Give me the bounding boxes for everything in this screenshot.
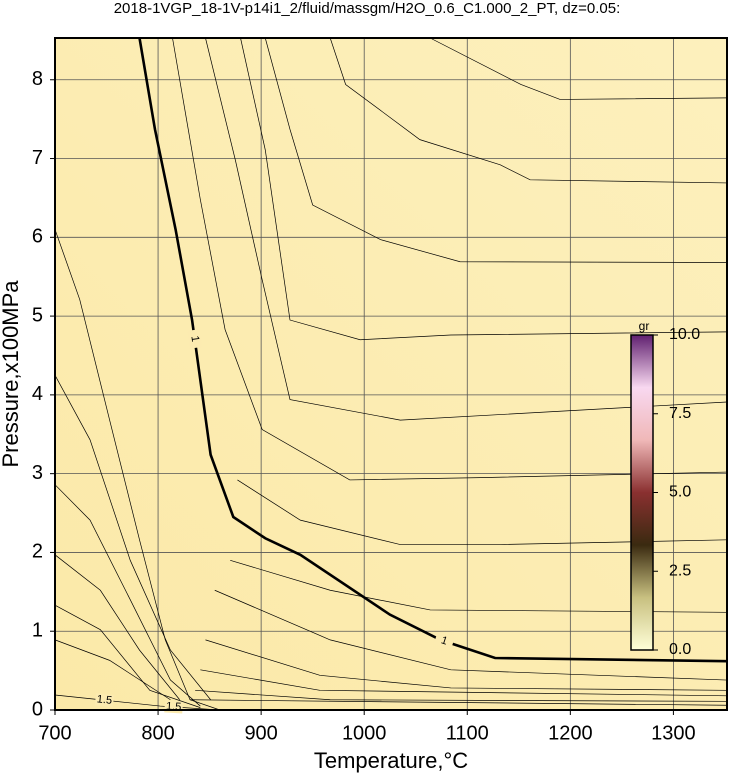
y-tick-label: 8 (32, 68, 43, 90)
contour-line (195, 689, 728, 702)
contour-line (430, 37, 728, 100)
y-tick-label: 7 (32, 147, 43, 169)
contour-line (54, 554, 180, 700)
contour-line (237, 479, 728, 545)
y-tick-label: 5 (32, 304, 43, 326)
contour-label-bg (94, 693, 114, 708)
x-tick-label: 1100 (446, 722, 489, 744)
plot-frame (54, 37, 728, 711)
contour-label: 1.5 (96, 693, 112, 707)
y-tick-label: 1 (32, 620, 43, 642)
colorbar-tick-label: 5.0 (669, 484, 691, 501)
contour-label-group: 1 (433, 632, 455, 650)
y-tick-label: 6 (32, 226, 43, 248)
x-tick-label: 1200 (548, 722, 593, 744)
contour-label-group: 1 (187, 329, 202, 349)
colorbar-tick-label: 10.0 (669, 326, 700, 343)
contour-label: 1 (439, 634, 449, 647)
colorbar-tick-label: 0.0 (669, 641, 691, 658)
contour-line (200, 669, 728, 697)
contour-label: 1 (188, 335, 201, 343)
contour-label-group: 1.5 (94, 693, 114, 708)
y-tick-label: 4 (32, 383, 43, 405)
contour-line (264, 37, 728, 263)
y-tick-label: 0 (32, 698, 43, 720)
contour-line (205, 639, 728, 691)
x-tick-label: 800 (141, 722, 174, 744)
colorbar (630, 334, 654, 651)
contour-label-bg (187, 329, 202, 349)
contour-line (54, 639, 171, 701)
colorbar-tick-label: 7.5 (669, 405, 691, 422)
contour-line (329, 37, 728, 184)
contour-label: 1.5 (166, 700, 182, 713)
colorbar-label: gr (639, 319, 650, 333)
contour-label-group: 1.5 (164, 700, 184, 714)
contour-line (54, 484, 201, 707)
contour-line (54, 229, 221, 711)
colorbar-tick-label: 2.5 (669, 562, 691, 579)
plot-area (55, 38, 727, 710)
contour-line (214, 589, 728, 681)
contour-line (190, 699, 728, 706)
contour-line (54, 694, 220, 711)
contour-line (54, 375, 211, 700)
contour-line (205, 37, 728, 421)
x-axis-label: Temperature,°C (314, 748, 468, 773)
y-tick-label: 2 (32, 541, 43, 563)
x-tick-label: 1300 (651, 722, 696, 744)
contour-line (54, 604, 201, 708)
contour-line (230, 559, 728, 613)
contour-label-bg (433, 632, 455, 650)
contour-line (172, 37, 728, 481)
x-tick-label: 900 (244, 722, 277, 744)
y-axis-label: Pressure,x100MPa (0, 280, 23, 468)
x-tick-label: 1000 (342, 722, 387, 744)
chart-title: 2018-1VGP_18-1V-p14i1_2/fluid/massgm/H2O… (114, 0, 621, 17)
x-tick-label: 700 (38, 722, 71, 744)
contour-line (240, 37, 728, 341)
y-tick-label: 3 (32, 462, 43, 484)
